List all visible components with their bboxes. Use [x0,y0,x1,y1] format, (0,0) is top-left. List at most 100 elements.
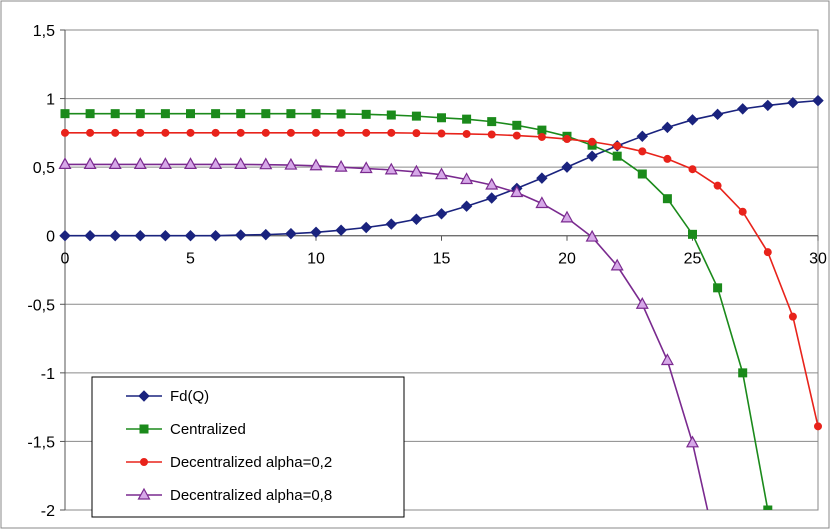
data-point [211,109,221,119]
data-point [410,213,423,225]
data-point [487,130,496,139]
data-point [510,185,524,198]
data-point [309,158,323,171]
data-point [111,128,120,137]
legend-label: Centralized [170,421,246,438]
data-point [184,230,197,242]
data-point [788,312,797,321]
data-point [58,157,72,169]
data-point [537,125,547,135]
data-point [61,128,69,137]
data-point [312,128,320,137]
data-point [133,157,147,169]
y-tick-label: -2 [41,503,55,520]
legend-swatch-marker [140,458,148,466]
data-point [386,110,396,120]
data-point [160,109,170,119]
legend-item: Fd(Q) [126,388,209,405]
data-point [285,227,297,240]
data-point [209,157,223,169]
y-tick-label: 0 [46,229,55,246]
data-point [335,224,347,236]
data-point [814,422,822,431]
data-point [337,128,346,137]
data-point [536,172,548,184]
data-point [186,109,195,119]
x-tick-label: 0 [61,251,70,268]
y-tick-label: -1,5 [27,434,55,451]
data-point [334,159,348,172]
data-point [812,94,824,107]
data-point [286,128,295,137]
data-point [713,181,722,190]
data-point [387,128,396,137]
data-point [563,135,571,144]
data-point [108,157,122,169]
data-point [311,109,321,119]
x-tick-label: 5 [186,251,195,268]
data-point [688,229,697,239]
data-point [234,229,247,241]
data-point [434,167,449,180]
data-point [136,128,145,137]
legend-item: Decentralized alpha=0,8 [126,487,332,504]
data-point [260,228,272,241]
y-tick-label: 1,5 [33,23,55,40]
data-point [561,161,573,173]
data-point [236,109,246,119]
data-point [610,258,624,271]
data-point [588,137,597,146]
data-point [711,108,724,121]
series-3 [58,157,709,510]
data-point [485,177,499,190]
data-point [763,505,773,510]
data-point [435,208,448,220]
data-point [635,297,649,309]
data-point [361,109,371,119]
legend-item: Decentralized alpha=0,2 [126,454,332,471]
y-tick-label: 0,5 [33,160,55,177]
x-tick-label: 30 [809,251,827,268]
legend-swatch-marker [137,487,151,500]
data-point [158,157,172,169]
data-point [613,141,622,150]
data-point [537,132,546,141]
data-point [535,196,549,209]
data-point [738,368,748,378]
data-point [738,207,747,216]
x-tick-label: 20 [558,251,576,268]
data-point [485,192,498,204]
data-point [109,230,121,242]
data-point [713,283,723,293]
series-0 [59,94,824,242]
data-point [636,130,649,142]
x-tick-label: 15 [433,251,451,268]
data-point [259,157,273,170]
legend-label: Decentralized alpha=0,2 [170,454,332,471]
data-point [512,131,521,140]
data-point [209,230,222,242]
data-point [84,230,96,242]
data-point [359,161,373,174]
data-point [409,164,423,177]
data-point [660,353,674,366]
data-point [662,194,672,204]
data-point [512,120,522,130]
data-point [261,128,270,137]
tick-labels: 1,5 1 0,5 0 -0,5 -1 -1,5 -2 0 5 10 15 20 25 30 [27,23,827,520]
legend-label: Fd(Q) [170,388,209,405]
data-point [110,109,120,119]
data-point [688,165,697,174]
data-point [284,157,298,170]
data-point [487,117,497,127]
data-point [638,147,647,156]
data-point [685,435,700,448]
data-point [637,169,647,179]
data-point [437,129,446,138]
data-point [385,218,398,230]
data-point [134,230,147,242]
data-point [736,103,749,115]
data-point [787,96,799,109]
